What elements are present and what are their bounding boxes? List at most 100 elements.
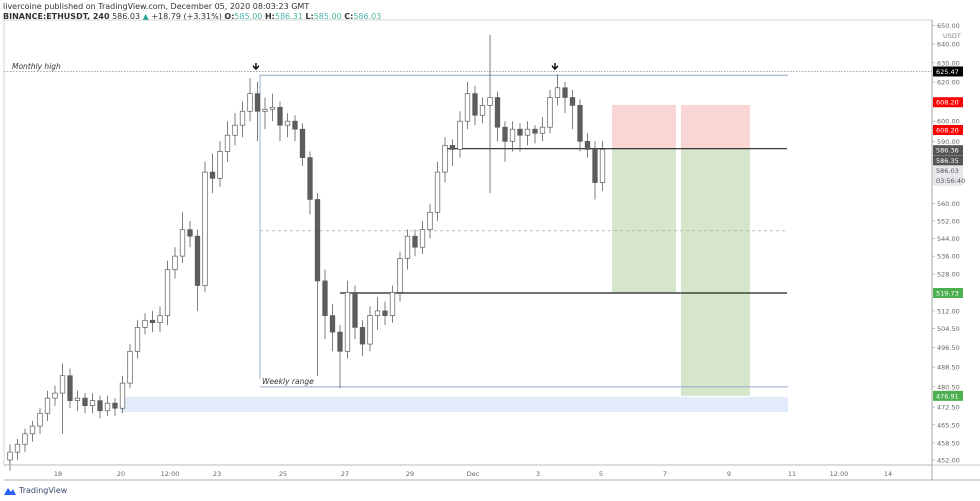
time-tick-label: 20 xyxy=(117,470,125,478)
time-tick-label: 25 xyxy=(279,470,287,478)
demand-zone xyxy=(120,396,788,413)
bullish-candle xyxy=(419,229,426,248)
price-label: 476.91 xyxy=(936,392,959,400)
currency-label: USDT xyxy=(943,32,961,40)
bearish-candle xyxy=(382,310,388,316)
low-label: L: xyxy=(305,12,314,21)
price-tick-label: 480.50 xyxy=(937,383,960,391)
bullish-candle xyxy=(404,235,411,259)
price-tick-label: 620.00 xyxy=(937,78,960,86)
open-value: 585.00 xyxy=(234,12,263,21)
weekly-range-top xyxy=(259,74,788,379)
price-label-bg xyxy=(933,155,963,166)
down-arrow-icon: 🡻 xyxy=(551,62,558,73)
bearish-candle xyxy=(299,128,306,158)
bullish-candle xyxy=(172,255,178,270)
bearish-candle xyxy=(209,171,216,179)
bearish-candle xyxy=(307,157,313,200)
bearish-candle xyxy=(502,126,508,142)
bearish-candle xyxy=(412,235,418,248)
bullish-candle xyxy=(239,110,246,126)
bullish-candle xyxy=(29,425,36,435)
price-label: 519.73 xyxy=(936,289,959,297)
bullish-candle xyxy=(44,397,51,414)
bullish-candle xyxy=(142,319,148,328)
down-arrow-icon: 🡻 xyxy=(252,62,259,73)
bullish-candle xyxy=(164,269,171,316)
bullish-candle xyxy=(442,145,448,173)
up-triangle-icon: ▲ xyxy=(142,12,149,21)
price-tick-label: 472.50 xyxy=(937,403,960,411)
take-profit-zone xyxy=(612,148,676,293)
bearish-candle xyxy=(569,97,576,106)
bearish-candle xyxy=(292,120,298,130)
bullish-candle xyxy=(224,134,231,152)
bearish-candle xyxy=(359,327,366,345)
bullish-candle xyxy=(247,93,253,112)
bullish-candle xyxy=(457,120,463,150)
bullish-candle xyxy=(202,171,208,286)
high-value: 586.31 xyxy=(274,12,303,21)
price-label: 586.03 xyxy=(936,167,959,175)
price-label-bg xyxy=(933,66,963,77)
time-tick-label: 14 xyxy=(884,470,892,478)
price-label: 608.20 xyxy=(936,126,959,134)
bullish-candle xyxy=(89,400,96,407)
bullish-candle xyxy=(344,292,351,352)
bearish-candle xyxy=(277,106,283,126)
price-tick-label: 536.00 xyxy=(937,253,960,261)
price-tick-label: 590.00 xyxy=(937,138,960,146)
bullish-candle xyxy=(74,397,81,401)
bearish-candle xyxy=(112,402,118,409)
bearish-candle xyxy=(352,292,358,328)
bearish-candle xyxy=(187,229,193,237)
bullish-candle xyxy=(157,315,163,324)
bearish-candle xyxy=(577,105,583,142)
bullish-candle xyxy=(14,443,21,453)
time-tick-label: 12:00 xyxy=(161,470,180,478)
bullish-candle xyxy=(119,382,126,409)
bullish-candle xyxy=(434,171,441,213)
price-tick-label: 630.00 xyxy=(937,59,960,67)
take-profit-zone xyxy=(681,148,750,396)
price-chart[interactable]: 🡻 🡻 650.00640.00630.00620.00600.00590.005… xyxy=(0,0,980,486)
bullish-candle xyxy=(509,128,516,142)
bullish-candle xyxy=(179,229,186,257)
bearish-candle xyxy=(592,149,598,183)
time-tick-label: 3 xyxy=(536,470,540,478)
high-label: H: xyxy=(264,12,275,21)
price-tick-label: 458.50 xyxy=(937,439,960,447)
price-label: 625.47 xyxy=(936,68,959,76)
tradingview-logo[interactable]: TradingView xyxy=(4,486,67,495)
bearish-candle xyxy=(532,128,538,134)
bearish-candle xyxy=(194,235,201,286)
monthly-high-label: Monthly high xyxy=(12,62,61,71)
bullish-candle xyxy=(127,350,133,384)
price-label: 586.35 xyxy=(936,157,959,165)
time-tick-label: 18 xyxy=(54,470,62,478)
time-tick-label: Dec xyxy=(467,470,480,478)
bearish-candle xyxy=(472,93,478,116)
bullish-candle xyxy=(284,120,291,126)
price-label: 608.20 xyxy=(936,99,959,107)
price-label-bg xyxy=(933,97,963,108)
bullish-candle xyxy=(37,412,43,427)
price-tick-label: 488.50 xyxy=(937,364,960,372)
price-label-bg xyxy=(933,175,963,186)
bullish-candle xyxy=(22,433,28,445)
price-tick-label: 552.00 xyxy=(937,217,960,225)
bullish-candle xyxy=(487,97,493,106)
bearish-candle xyxy=(562,87,568,98)
publish-info: livercoine published on TradingView.com,… xyxy=(3,2,310,11)
bullish-candle xyxy=(134,327,141,352)
bearish-candle xyxy=(254,93,261,112)
price-label: 586.36 xyxy=(936,147,959,155)
time-tick-label: 11 xyxy=(788,470,796,478)
bearish-candle xyxy=(329,315,336,333)
bearish-candle xyxy=(337,331,343,352)
bearish-candle xyxy=(82,397,88,407)
weekly-range-label: Weekly range xyxy=(262,377,314,386)
bullish-candle xyxy=(479,105,486,116)
price-tick-label: 528.00 xyxy=(937,271,960,279)
bullish-candle xyxy=(104,402,111,412)
